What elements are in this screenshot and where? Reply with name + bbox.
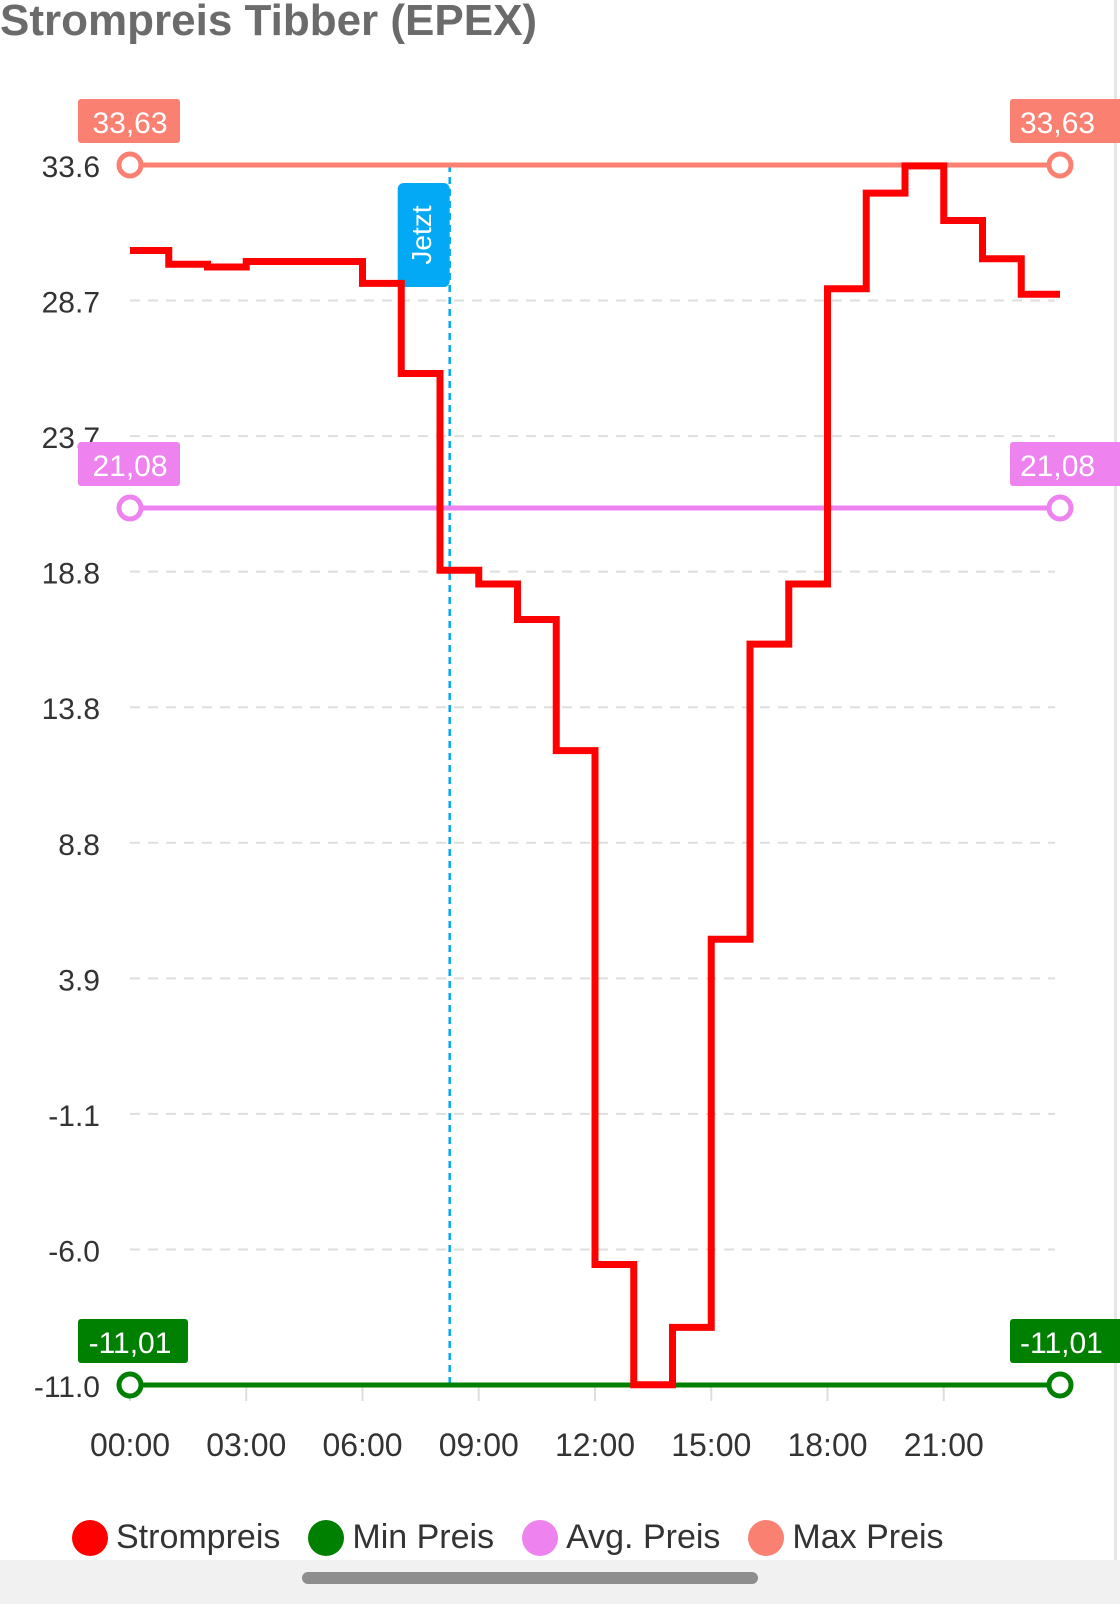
now-label-box — [397, 183, 450, 287]
legend-item-min-preis[interactable]: Min Preis — [308, 1518, 494, 1557]
y-tick-label: 8.8 — [58, 829, 100, 862]
chart-title: Strompreis Tibber (EPEX) — [0, 0, 538, 45]
legend-item-avg-preis[interactable]: Avg. Preis — [522, 1518, 720, 1557]
avg-preis-start-marker — [116, 494, 144, 522]
min-preis-label-box-right — [1010, 1319, 1120, 1363]
legend-label-avg-preis: Avg. Preis — [566, 1518, 721, 1556]
y-tick-label: -11.0 — [34, 1371, 100, 1404]
legend-marker-avg-preis — [522, 1519, 559, 1556]
x-tick-label: 03:00 — [206, 1427, 286, 1463]
max-preis-label-box-right — [1010, 99, 1120, 143]
legend-marker-min-preis — [308, 1519, 345, 1556]
y-tick-label: 28.7 — [42, 287, 100, 320]
max-preis-start-marker — [116, 151, 144, 179]
x-tick-label: 18:00 — [787, 1427, 867, 1463]
max-preis-label-right: 33,63 — [1020, 107, 1095, 140]
max-preis-end-marker — [1046, 151, 1074, 179]
legend-label-max-preis: Max Preis — [792, 1518, 944, 1556]
y-tick-label: 33.6 — [42, 151, 100, 184]
avg-preis-end-marker — [1046, 494, 1074, 522]
legend-label-strompreis: Strompreis — [116, 1518, 281, 1556]
x-tick-label: 15:00 — [671, 1427, 751, 1463]
min-preis-label-left: -11,01 — [89, 1327, 172, 1360]
chart-canvas: 33.628.723.718.813.88.83.9-1.1-6.0-11.00… — [34, 99, 1120, 1463]
legend-marker-max-preis — [748, 1519, 785, 1556]
avg-preis-label-left: 21,08 — [92, 450, 167, 483]
x-tick-label: 12:00 — [555, 1427, 635, 1463]
legend-item-max-preis[interactable]: Max Preis — [748, 1518, 944, 1557]
y-tick-label: -1.1 — [48, 1100, 100, 1133]
now-label: Jetzt — [406, 205, 437, 264]
home-indicator[interactable] — [302, 1572, 758, 1584]
min-preis-label-right: -11,01 — [1020, 1327, 1103, 1360]
x-tick-label: 00:00 — [90, 1427, 170, 1463]
x-tick-label: 09:00 — [439, 1427, 519, 1463]
y-tick-label: 18.8 — [42, 558, 100, 591]
legend-item-strompreis[interactable]: Strompreis — [72, 1518, 280, 1557]
avg-preis-label-box-left — [78, 441, 180, 486]
min-preis-start-marker — [116, 1371, 144, 1399]
y-tick-label: 13.8 — [42, 693, 100, 726]
y-tick-label: 3.9 — [58, 964, 100, 997]
y-tick-label: -6.0 — [48, 1235, 100, 1268]
min-preis-end-marker — [1046, 1371, 1074, 1399]
min-preis-label-box-left — [78, 1319, 188, 1363]
chart-legend: Strompreis Min Preis Avg. Preis Max Prei… — [72, 1518, 972, 1557]
x-tick-label: 21:00 — [904, 1427, 984, 1463]
max-preis-label-left: 33,63 — [92, 107, 167, 140]
avg-preis-label-box-right — [1010, 441, 1120, 486]
legend-marker-strompreis — [72, 1519, 108, 1556]
avg-preis-label-right: 21,08 — [1020, 450, 1095, 483]
scroll-edge — [1114, 0, 1117, 1560]
max-preis-label-box-left — [78, 99, 180, 143]
strompreis-line — [130, 162, 1060, 1389]
x-tick-label: 06:00 — [322, 1427, 402, 1463]
legend-label-min-preis: Min Preis — [352, 1518, 495, 1556]
